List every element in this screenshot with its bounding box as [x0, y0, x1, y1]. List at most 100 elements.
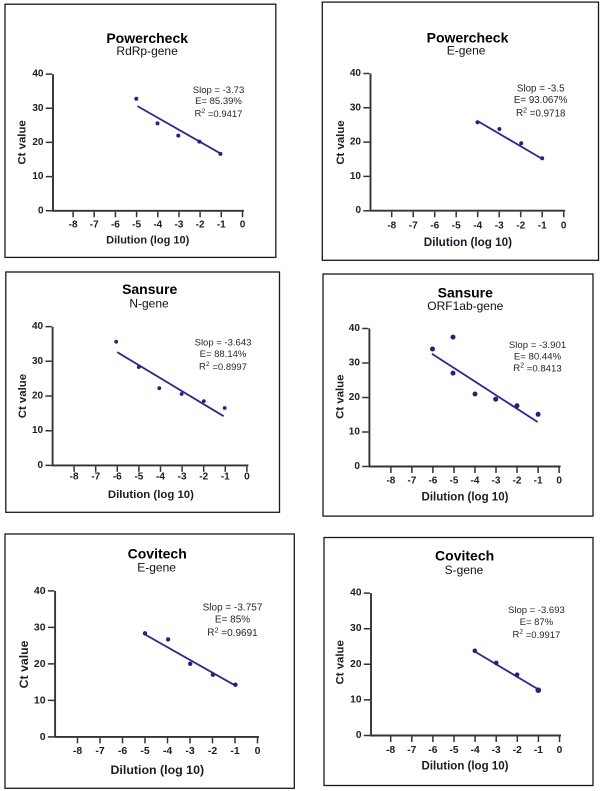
svg-text:-1: -1	[217, 220, 226, 231]
svg-text:E= 87%: E= 87%	[520, 617, 554, 628]
svg-text:-5: -5	[452, 221, 461, 232]
svg-text:-3: -3	[185, 745, 194, 757]
svg-text:Dilution (log 10): Dilution (log 10)	[424, 236, 512, 249]
svg-text:Powercheck: Powercheck	[106, 30, 188, 46]
svg-text:-8: -8	[386, 745, 395, 756]
svg-text:N-gene: N-gene	[129, 297, 169, 311]
svg-text:0: 0	[356, 730, 362, 741]
svg-text:0: 0	[244, 472, 250, 483]
svg-text:-2: -2	[199, 472, 208, 483]
svg-text:-3: -3	[175, 220, 184, 231]
svg-text:E= 85%: E= 85%	[215, 615, 250, 626]
svg-text:Ct value: Ct value	[17, 374, 29, 418]
svg-text:Sansure: Sansure	[438, 284, 493, 300]
svg-text:20: 20	[32, 137, 44, 148]
svg-text:R2 =0.9718: R2 =0.9718	[516, 107, 566, 120]
svg-text:Ct value: Ct value	[335, 640, 347, 684]
svg-text:30: 30	[350, 623, 362, 634]
svg-text:-3: -3	[492, 745, 501, 756]
svg-text:-4: -4	[163, 745, 172, 757]
svg-text:Ct value: Ct value	[335, 120, 347, 164]
svg-text:E= 85.39%: E= 85.39%	[195, 96, 242, 107]
svg-text:20: 20	[34, 658, 46, 670]
svg-text:20: 20	[349, 392, 361, 403]
svg-text:Slop = -3.693: Slop = -3.693	[508, 605, 565, 616]
svg-text:10: 10	[32, 171, 44, 182]
svg-text:-6: -6	[428, 476, 437, 487]
svg-text:0: 0	[40, 731, 46, 743]
svg-text:-8: -8	[70, 472, 79, 483]
svg-text:10: 10	[34, 694, 46, 706]
svg-text:-8: -8	[69, 220, 78, 231]
svg-text:Slop = -3.643: Slop = -3.643	[195, 337, 252, 348]
svg-text:-7: -7	[91, 472, 100, 483]
svg-text:-2: -2	[513, 745, 522, 756]
svg-text:-4: -4	[156, 472, 165, 483]
svg-text:Slop = -3.901: Slop = -3.901	[509, 340, 566, 351]
svg-text:-3: -3	[495, 221, 504, 232]
svg-text:30: 30	[32, 356, 44, 367]
svg-text:Dilution (log 10): Dilution (log 10)	[108, 489, 194, 501]
svg-text:E= 80.44%: E= 80.44%	[514, 351, 562, 362]
svg-text:-7: -7	[95, 745, 104, 757]
svg-text:0: 0	[354, 461, 360, 472]
svg-text:0: 0	[561, 221, 567, 232]
svg-text:20: 20	[32, 391, 44, 402]
svg-text:40: 40	[32, 321, 44, 332]
svg-text:-2: -2	[516, 221, 525, 232]
svg-text:ORF1ab-gene: ORF1ab-gene	[427, 299, 503, 313]
svg-text:E-gene: E-gene	[447, 43, 486, 57]
svg-text:E= 93.067%: E= 93.067%	[514, 95, 568, 106]
svg-text:-2: -2	[208, 745, 217, 757]
svg-text:40: 40	[32, 69, 44, 80]
svg-text:R2 =0.9917: R2 =0.9917	[512, 628, 560, 640]
svg-text:-5: -5	[140, 745, 149, 757]
svg-text:-4: -4	[153, 220, 162, 231]
svg-text:-4: -4	[471, 476, 480, 487]
svg-text:0: 0	[556, 476, 562, 487]
svg-text:E= 88.14%: E= 88.14%	[200, 349, 247, 360]
svg-text:-4: -4	[471, 745, 480, 756]
svg-text:-1: -1	[534, 745, 543, 756]
svg-text:10: 10	[350, 694, 362, 705]
svg-text:-6: -6	[118, 745, 127, 757]
svg-text:40: 40	[350, 68, 362, 79]
svg-text:Sansure: Sansure	[122, 281, 177, 297]
svg-text:0: 0	[38, 205, 44, 216]
svg-text:-8: -8	[387, 221, 396, 232]
svg-text:Slop = -3.73: Slop = -3.73	[193, 85, 245, 96]
svg-text:Dilution (log 10): Dilution (log 10)	[106, 235, 189, 247]
svg-text:-2: -2	[513, 476, 522, 487]
svg-text:-5: -5	[132, 220, 141, 231]
svg-text:-8: -8	[386, 476, 395, 487]
svg-text:-8: -8	[73, 745, 82, 757]
svg-text:Ct value: Ct value	[17, 640, 31, 688]
svg-text:-5: -5	[450, 476, 459, 487]
svg-text:-3: -3	[178, 472, 187, 483]
svg-text:0: 0	[38, 460, 44, 471]
svg-text:Slop = -3.5: Slop = -3.5	[517, 84, 565, 95]
svg-text:Covitech: Covitech	[128, 545, 187, 561]
svg-text:-1: -1	[230, 745, 239, 757]
svg-text:-6: -6	[111, 220, 120, 231]
svg-text:R2 =0.9691: R2 =0.9691	[207, 625, 258, 638]
svg-text:-5: -5	[134, 472, 143, 483]
svg-text:-7: -7	[90, 220, 99, 231]
svg-text:Ct value: Ct value	[17, 120, 29, 164]
svg-text:E-gene: E-gene	[137, 560, 176, 574]
svg-text:0: 0	[557, 745, 563, 756]
svg-text:-7: -7	[407, 745, 416, 756]
svg-text:Dilution (log 10): Dilution (log 10)	[110, 763, 204, 777]
svg-text:10: 10	[350, 171, 362, 182]
svg-text:-6: -6	[428, 745, 437, 756]
svg-text:-5: -5	[449, 745, 458, 756]
svg-text:40: 40	[349, 323, 361, 334]
svg-text:-1: -1	[538, 221, 547, 232]
svg-text:Ct value: Ct value	[335, 375, 347, 419]
svg-text:S-gene: S-gene	[445, 563, 484, 577]
svg-text:Powercheck: Powercheck	[427, 30, 509, 46]
svg-text:R2 =0.8413: R2 =0.8413	[513, 362, 561, 374]
svg-text:-1: -1	[221, 472, 230, 483]
svg-text:R2 =0.8997: R2 =0.8997	[199, 360, 247, 372]
svg-text:30: 30	[350, 102, 362, 113]
